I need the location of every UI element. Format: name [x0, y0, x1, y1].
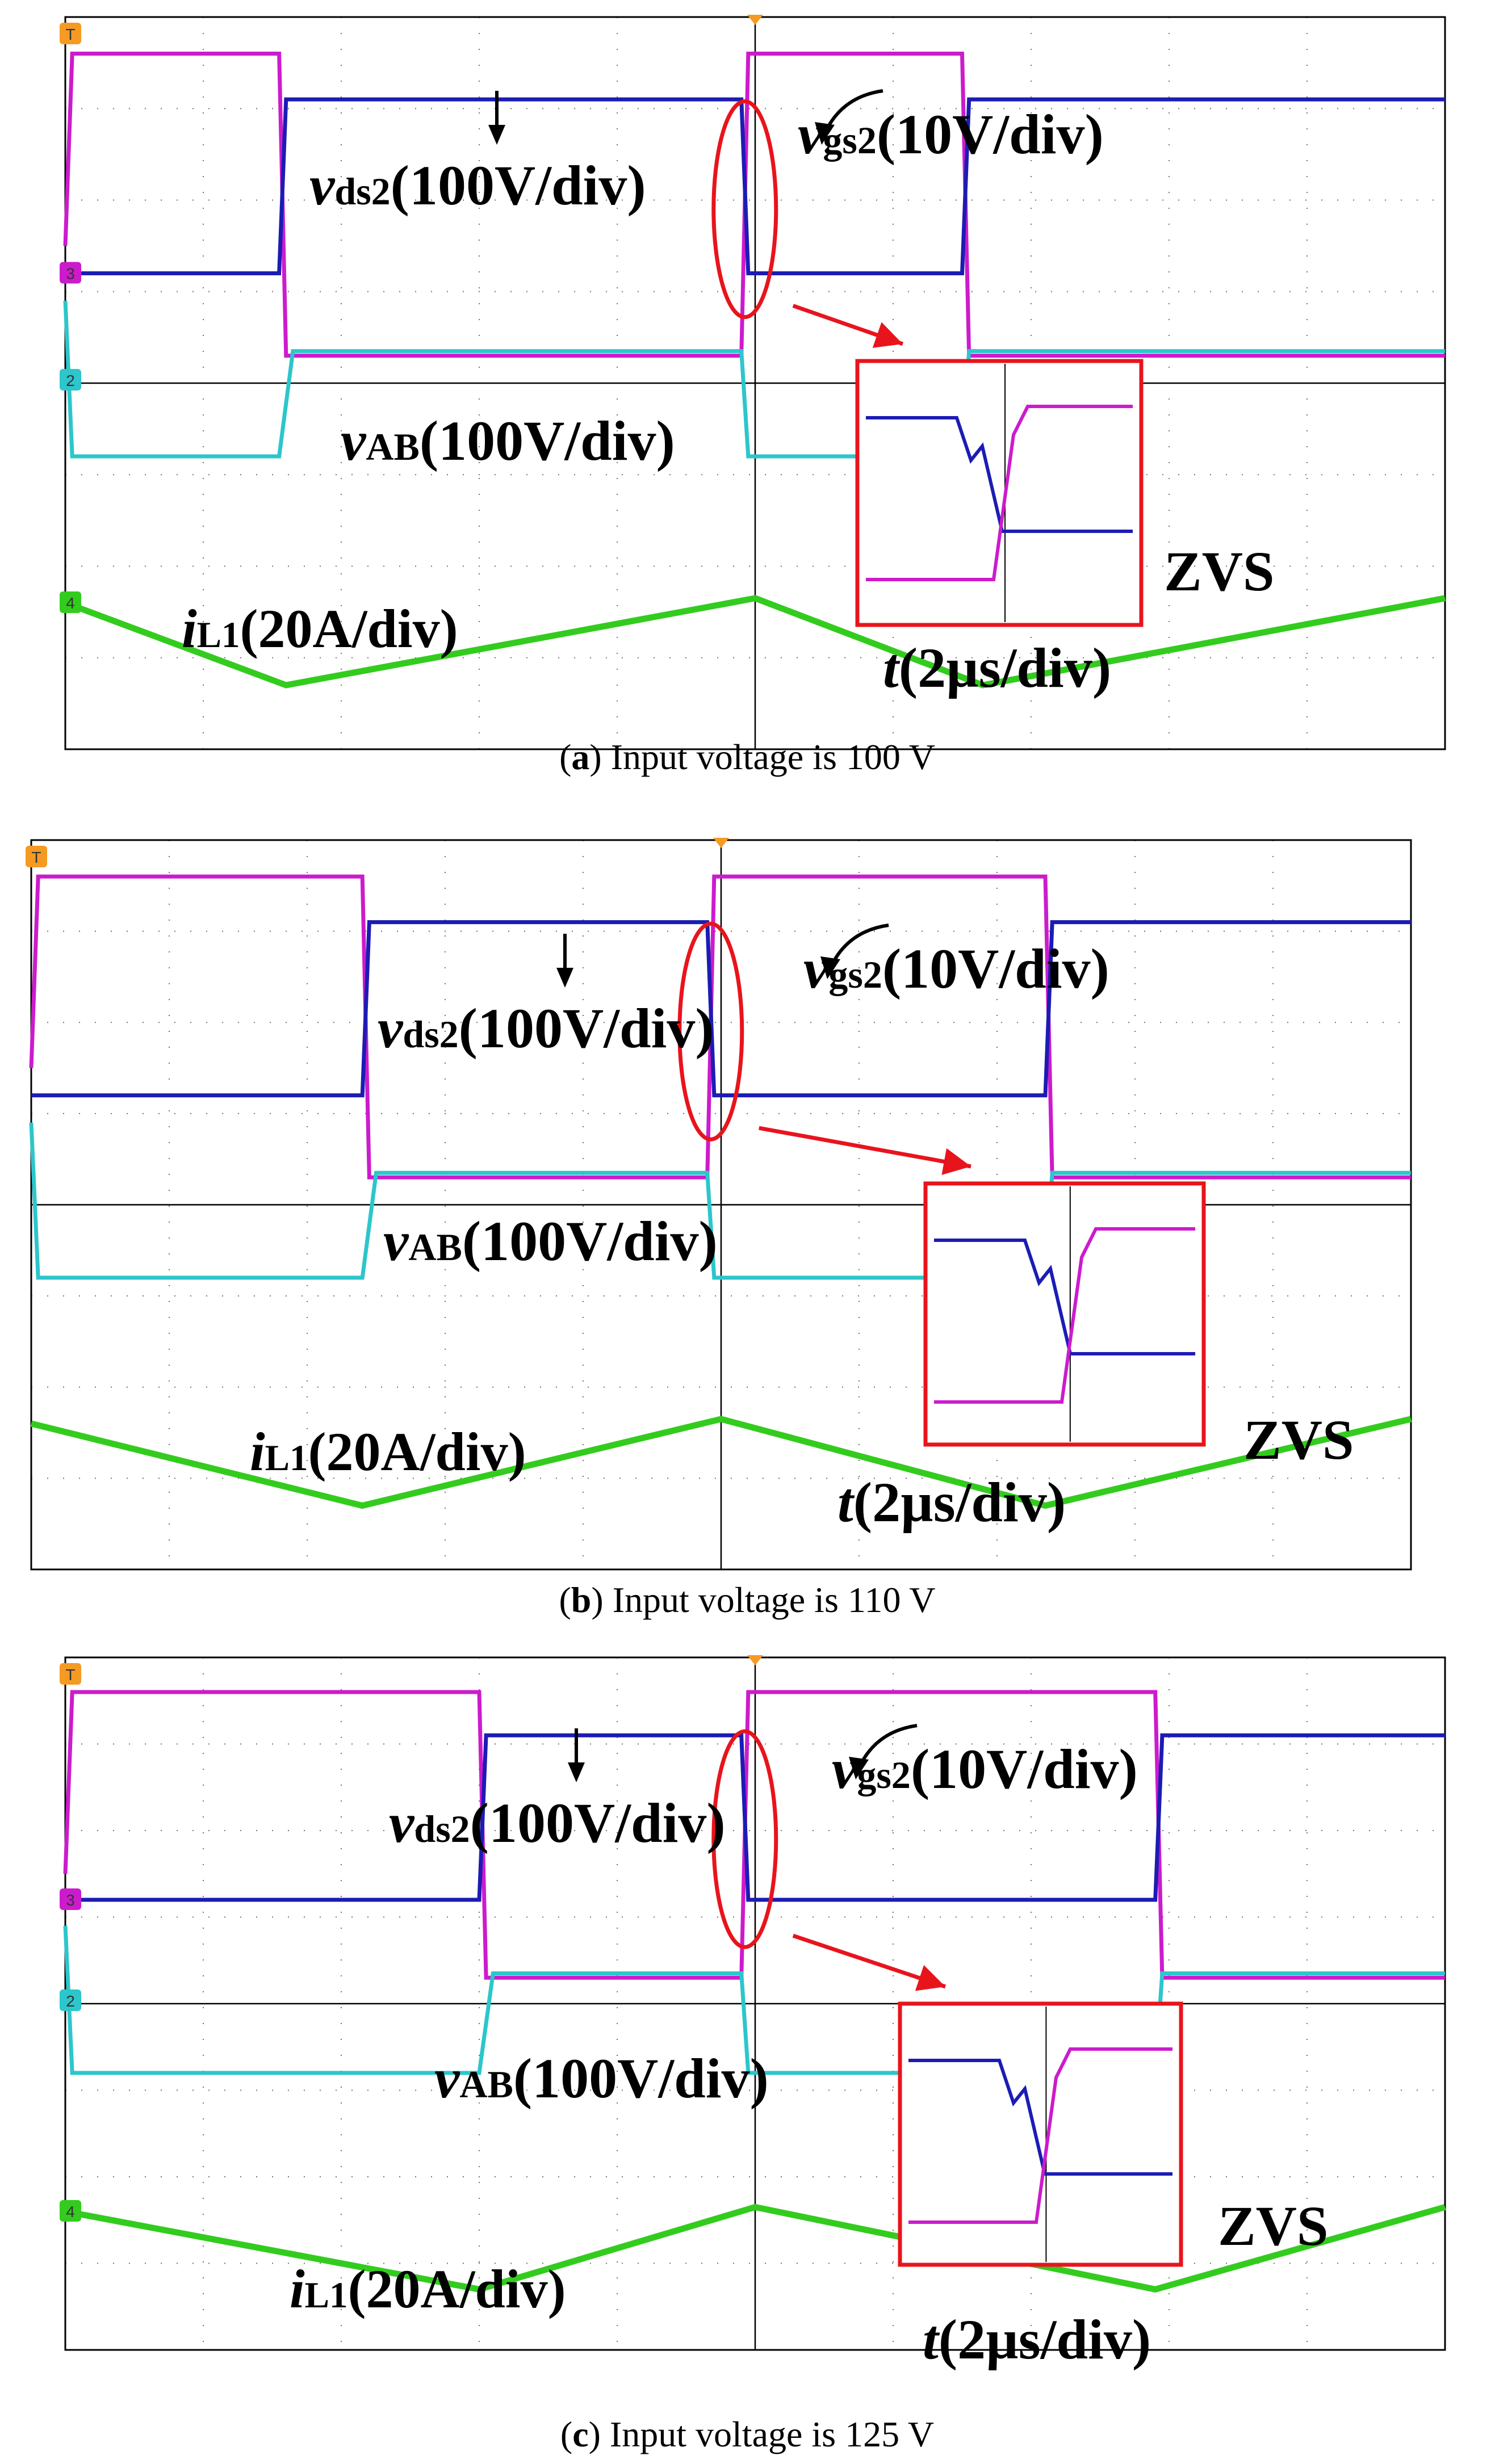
zvs-ellipse: [711, 99, 778, 320]
zoom-trace-vgs2: [908, 2047, 1172, 2224]
panel-caption: (b) Input voltage is 110 V: [559, 1580, 935, 1620]
vgs2-pointer-arrow: [859, 1724, 918, 1766]
label-vgs2: vgs2(10V/div): [803, 937, 1109, 1000]
trigger-marker-icon: [747, 1655, 763, 1665]
label-vab: vAB(100V/div): [383, 1210, 718, 1273]
zoom-trace-vds2: [908, 2059, 1172, 2176]
zoom-arrow-head-icon: [872, 322, 903, 348]
label-time-scale: t(2µs/div): [883, 636, 1111, 699]
channel-marker-4: [60, 2200, 81, 2222]
scope-panel-c: T 3 2 4 vds2(100V/div) vgs2(10V/div) vAB(100V/…: [60, 1655, 1446, 2454]
channel-marker-label: 2: [66, 372, 75, 389]
zoom-inset: [923, 1181, 1206, 1447]
channel-marker-label: 4: [66, 594, 75, 612]
zoom-trace-vds2: [866, 416, 1133, 533]
channel-marker-label: 3: [66, 1891, 75, 1909]
panel-caption: (a) Input voltage is 100 V: [559, 737, 935, 777]
label-zvs: ZVS: [1218, 2194, 1329, 2257]
label-time-scale: t(2µs/div): [923, 2308, 1151, 2371]
label-time-scale: t(2µs/div): [837, 1471, 1066, 1534]
label-vds2: vds2(100V/div): [309, 154, 646, 217]
channel-marker-3: [60, 1888, 81, 1910]
zoom-trace-vgs2: [866, 405, 1133, 581]
channel-marker-T: [26, 846, 47, 867]
trace-iL1: [64, 2203, 1446, 2293]
label-il1: iL1(20A/div): [250, 1421, 526, 1482]
label-il1: iL1(20A/div): [182, 598, 458, 659]
zoom-trace-vds2: [934, 1239, 1195, 1355]
zoom-arrow-head-icon: [941, 1148, 971, 1176]
zoom-inset: [855, 359, 1144, 627]
panel-caption: (c) Input voltage is 125 V: [560, 2414, 934, 2454]
vds2-pointer-arrow-head-icon: [488, 125, 505, 145]
vgs2-pointer-arrow-head-icon: [820, 956, 840, 979]
channel-marker-label: T: [31, 849, 41, 866]
label-zvs: ZVS: [1243, 1408, 1354, 1471]
channel-marker-label: 4: [66, 2203, 75, 2220]
vds2-pointer-arrow-head-icon: [568, 1762, 585, 1782]
zoom-arrow-head-icon: [915, 1965, 945, 1991]
vgs2-pointer-arrow-head-icon: [815, 122, 835, 145]
channel-marker-label: 2: [66, 1992, 75, 2010]
trace-vds2: [31, 920, 1411, 1098]
trace-vds2: [65, 1733, 1445, 1902]
trace-iL1: [30, 1416, 1412, 1509]
zvs-ellipse: [677, 921, 744, 1141]
vgs2-pointer-arrow: [830, 924, 889, 966]
trigger-marker-icon: [747, 15, 763, 25]
vgs2-pointer-arrow-head-icon: [849, 1757, 869, 1779]
channel-marker-2: [60, 369, 81, 391]
channel-marker-4: [60, 591, 81, 613]
trigger-marker-icon: [713, 838, 729, 848]
channel-marker-3: [60, 262, 81, 284]
label-il1: iL1(20A/div): [290, 2259, 566, 2319]
channel-marker-label: T: [65, 26, 75, 43]
trace-vds2: [65, 97, 1445, 275]
label-vgs2: vgs2(10V/div): [798, 103, 1104, 166]
channel-marker-T: [60, 23, 81, 44]
vds2-pointer-arrow-head-icon: [556, 968, 573, 988]
channel-marker-T: [60, 1663, 81, 1685]
label-zvs: ZVS: [1164, 540, 1275, 603]
zoom-trace-vgs2: [934, 1227, 1195, 1404]
channel-marker-2: [60, 1989, 81, 2011]
zoom-inset: [898, 2001, 1183, 2267]
channel-marker-label: 3: [66, 265, 75, 283]
label-vds2: vds2(100V/div): [378, 997, 714, 1060]
vgs2-pointer-arrow: [824, 89, 883, 132]
zoom-arrow: [759, 1126, 971, 1169]
zvs-ellipse: [711, 1729, 778, 1949]
label-vds2: vds2(100V/div): [389, 1791, 726, 1854]
channel-marker-label: T: [65, 1666, 75, 1684]
label-vab: vAB(100V/div): [434, 2047, 769, 2110]
label-vab: vAB(100V/div): [341, 409, 675, 472]
trace-iL1: [64, 595, 1446, 689]
label-vgs2: vgs2(10V/div): [832, 1737, 1138, 1800]
scope-panel-a: T 3 2 4 vds2(100V/div) vgs2(10V/div) vAB(100V/…: [60, 15, 1446, 777]
